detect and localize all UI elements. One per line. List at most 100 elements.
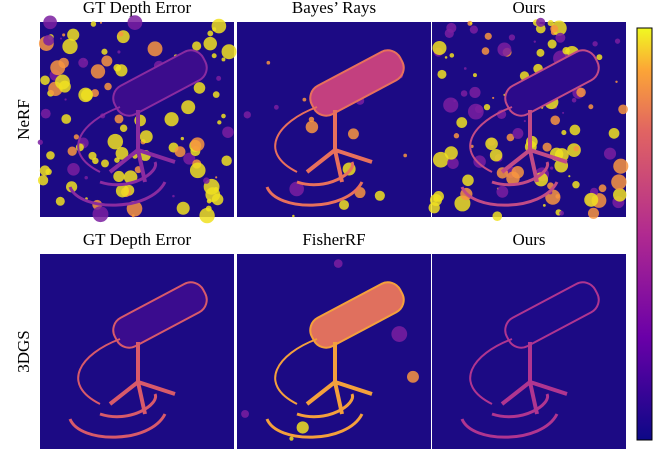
error-speckle — [548, 40, 557, 49]
error-speckle — [191, 137, 205, 151]
error-speckle — [108, 134, 124, 150]
error-speckle — [443, 97, 458, 112]
error-speckle — [50, 60, 65, 75]
error-speckle — [303, 98, 307, 102]
error-speckle — [306, 121, 319, 134]
error-speckle — [43, 35, 54, 46]
error-speckle — [492, 97, 494, 99]
error-speckle — [215, 176, 217, 178]
error-speckle — [60, 37, 62, 39]
error-speckle — [222, 58, 226, 62]
error-speckle — [468, 104, 484, 120]
error-speckle — [46, 151, 55, 160]
error-speckle — [536, 18, 545, 27]
error-speckle — [429, 202, 440, 213]
error-speckle — [78, 88, 93, 103]
error-speckle — [550, 115, 560, 125]
error-speckle — [203, 177, 209, 183]
error-speckle — [101, 56, 112, 67]
error-speckle — [204, 37, 217, 50]
error-speckle — [559, 211, 564, 216]
error-speckle — [469, 87, 480, 98]
error-speckle — [576, 88, 586, 98]
error-speckle — [584, 193, 598, 207]
error-speckle — [91, 64, 105, 78]
error-speckle — [462, 175, 474, 187]
error-speckle — [114, 114, 123, 123]
error-speckle — [93, 206, 109, 222]
colorbar — [637, 28, 652, 440]
error-speckle — [445, 146, 458, 159]
error-speckle — [59, 81, 71, 93]
error-speckle — [172, 195, 175, 198]
error-speckle — [117, 50, 120, 53]
error-speckle — [192, 41, 201, 50]
error-speckle — [194, 82, 206, 94]
error-speckle — [574, 146, 580, 152]
error-speckle — [543, 143, 552, 152]
error-speckle — [214, 187, 219, 192]
error-speckle — [101, 159, 109, 167]
error-speckle — [206, 206, 212, 212]
error-speckle — [473, 73, 477, 77]
error-speckle — [446, 23, 456, 33]
error-speckle — [222, 126, 234, 138]
error-speckle — [407, 371, 419, 383]
error-speckle — [524, 120, 526, 122]
error-speckle — [74, 134, 79, 139]
error-speckle — [207, 31, 213, 37]
error-speckle — [550, 167, 553, 170]
error-speckle — [613, 159, 628, 174]
error-speckle — [550, 25, 558, 33]
error-speckle — [562, 112, 564, 114]
error-speckle — [534, 41, 536, 43]
error-speckle — [618, 104, 628, 114]
error-speckle — [216, 76, 221, 81]
image-panel — [429, 18, 629, 221]
error-speckle — [244, 111, 251, 118]
error-speckle — [485, 33, 492, 40]
error-speckle — [485, 137, 498, 150]
error-speckle — [615, 39, 620, 44]
error-speckle — [148, 41, 163, 56]
error-speckle — [461, 90, 468, 97]
image-panel — [237, 22, 431, 217]
figure: NeRFGT Depth ErrorBayes’ RaysOurs3DGSGT … — [0, 0, 662, 449]
row-label: NeRF — [14, 99, 33, 140]
error-speckle — [470, 26, 478, 34]
error-speckle — [456, 117, 467, 128]
error-speckle — [61, 114, 71, 124]
error-speckle — [62, 39, 77, 54]
error-speckle — [492, 211, 502, 221]
error-speckle — [56, 197, 65, 206]
error-speckle — [76, 143, 84, 151]
column-title: GT Depth Error — [83, 230, 192, 249]
error-speckle — [67, 29, 79, 41]
column-title: GT Depth Error — [83, 0, 192, 17]
error-speckle — [212, 19, 227, 34]
error-speckle — [572, 98, 577, 103]
error-speckle — [470, 22, 473, 25]
error-speckle — [78, 58, 88, 68]
error-speckle — [212, 27, 216, 31]
error-speckle — [221, 114, 226, 119]
error-speckle — [588, 208, 599, 219]
error-speckle — [45, 169, 51, 175]
error-speckle — [241, 410, 249, 418]
error-speckle — [177, 202, 190, 215]
error-speckle — [482, 47, 490, 55]
error-speckle — [84, 176, 87, 179]
image-panel — [40, 254, 234, 449]
error-speckle — [555, 33, 565, 43]
image-panel — [237, 254, 431, 449]
image-panel — [432, 254, 626, 449]
error-speckle — [292, 215, 295, 218]
error-speckle — [64, 98, 66, 100]
error-speckle — [222, 44, 237, 59]
error-speckle — [484, 104, 490, 110]
error-speckle — [41, 109, 51, 119]
error-speckle — [445, 56, 448, 59]
error-speckle — [572, 181, 579, 188]
error-speckle — [613, 188, 626, 201]
error-speckle — [92, 158, 99, 165]
